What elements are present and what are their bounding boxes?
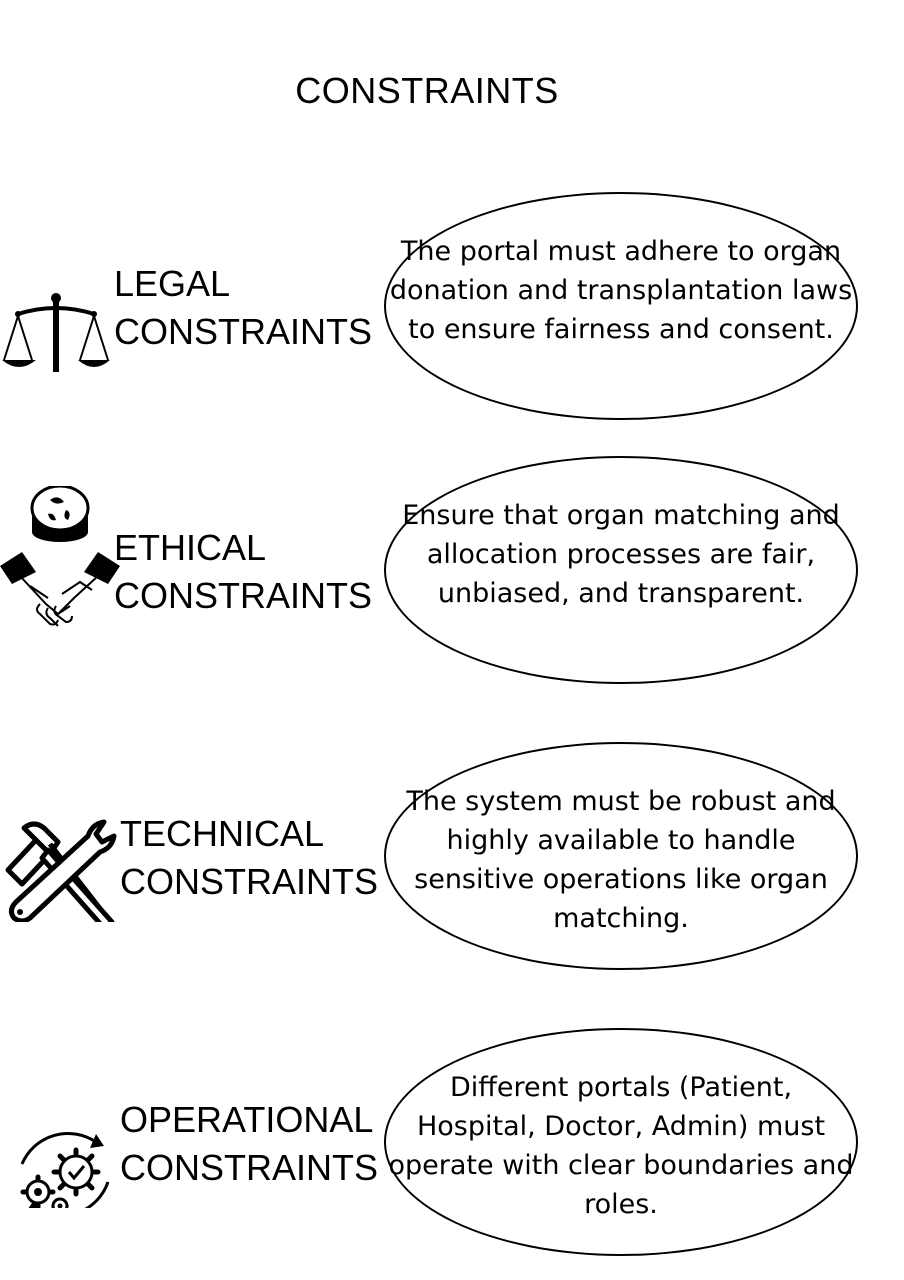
description-bubble: Ensure that organ matching and allocatio…	[384, 456, 858, 684]
label-line-2: CONSTRAINTS	[114, 575, 373, 616]
description-bubble: The portal must adhere to organ donation…	[384, 192, 858, 420]
label-line-2: CONSTRAINTS	[120, 861, 379, 902]
label-line-2: CONSTRAINTS	[114, 311, 373, 352]
label-line-1: TECHNICAL	[120, 813, 325, 854]
label-line-1: OPERATIONAL	[120, 1099, 374, 1140]
gears-icon	[0, 1068, 120, 1218]
label-line-1: ETHICAL	[114, 527, 267, 568]
description-bubble: The system must be robust and highly ava…	[384, 742, 858, 970]
constraint-label: LEGAL CONSTRAINTS	[114, 260, 372, 356]
label-line-1: LEGAL	[114, 263, 231, 304]
description-text: Different portals (Patient, Hospital, Do…	[388, 1072, 854, 1220]
constraint-row-ethical: ETHICAL CONSTRAINTS Ensure that organ ma…	[0, 456, 904, 688]
scales-of-justice-icon	[0, 232, 120, 402]
description-text: Ensure that organ matching and allocatio…	[402, 500, 840, 609]
constraint-label: OPERATIONAL CONSTRAINTS	[120, 1096, 378, 1192]
constraint-label: ETHICAL CONSTRAINTS	[114, 524, 372, 620]
label-line-2: CONSTRAINTS	[120, 1147, 379, 1188]
handshake-icon	[0, 486, 120, 636]
tools-icon	[0, 782, 120, 931]
page-title: CONSTRAINTS	[295, 70, 559, 111]
constraint-row-technical: TECHNICAL CONSTRAINTS The system must be…	[0, 742, 904, 974]
constraint-label: TECHNICAL CONSTRAINTS	[120, 810, 378, 906]
constraint-row-legal: LEGAL CONSTRAINTS The portal must adhere…	[0, 192, 904, 424]
description-text: The portal must adhere to organ donation…	[389, 236, 853, 345]
description-bubble: Different portals (Patient, Hospital, Do…	[384, 1028, 858, 1256]
description-text: The system must be robust and highly ava…	[406, 786, 836, 934]
constraint-row-operational: OPERATIONAL CONSTRAINTS Different portal…	[0, 1028, 904, 1260]
